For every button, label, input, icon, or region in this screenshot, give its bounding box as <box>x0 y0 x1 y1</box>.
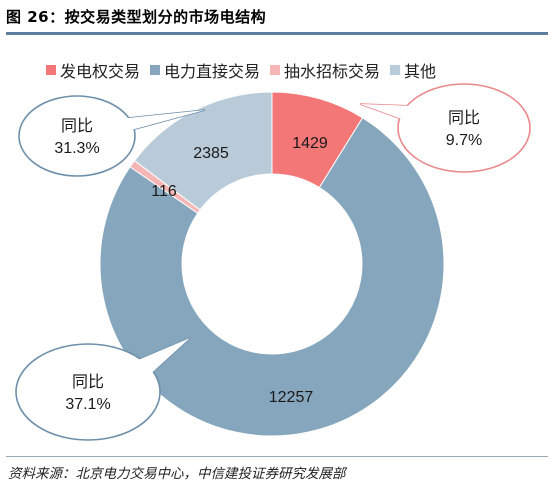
legend-swatch <box>46 65 56 75</box>
yoy-callout: 同比 37.1% <box>15 337 191 441</box>
callout-value: 9.7% <box>446 132 482 149</box>
callout-bubble <box>15 343 161 441</box>
figure-title: 图 26：按交易类型划分的市场电结构 <box>6 8 267 26</box>
legend-label: 电力直接交易 <box>164 62 261 81</box>
callout-label: 同比 <box>72 373 104 391</box>
title-divider <box>6 32 548 35</box>
callout-label: 同比 <box>448 109 480 127</box>
legend-label: 抽水招标交易 <box>284 62 381 81</box>
callout-bubble <box>18 95 136 177</box>
legend-label: 发电权交易 <box>60 62 141 81</box>
data-label: 1429 <box>292 135 328 152</box>
donut-slice <box>99 117 445 437</box>
legend-item: 发电权交易 <box>46 58 140 82</box>
figure-footer: 资料来源：北京电力交易中心，中信建投证券研究发展部 <box>6 456 548 482</box>
legend-label: 其他 <box>404 62 437 81</box>
legend-swatch <box>390 65 401 75</box>
callout-bubble <box>397 83 531 173</box>
yoy-callout: 同比 9.7% <box>359 83 531 173</box>
callout-pointer-fill <box>138 338 190 378</box>
chart-legend: 发电权交易 电力直接交易 抽水招标交易 其他 <box>46 58 446 82</box>
yoy-callout: 同比 31.3% <box>18 95 206 177</box>
legend-swatch <box>270 65 281 75</box>
callout-value: 37.1% <box>65 396 110 413</box>
callout-value: 31.3% <box>54 140 99 157</box>
callout-pointer-fill <box>360 104 414 122</box>
legend-item: 其他 <box>390 58 436 82</box>
legend-item: 抽水招标交易 <box>270 58 380 82</box>
data-label: 2385 <box>193 145 229 162</box>
callout-label: 同比 <box>61 117 93 135</box>
source-note: 资料来源：北京电力交易中心，中信建投证券研究发展部 <box>8 466 346 482</box>
donut-slice <box>133 91 273 211</box>
legend-item: 电力直接交易 <box>150 58 260 82</box>
legend-swatch <box>150 65 161 75</box>
data-label: 116 <box>151 183 177 200</box>
data-label: 12257 <box>269 389 314 406</box>
callout-pointer-fill <box>124 110 205 132</box>
